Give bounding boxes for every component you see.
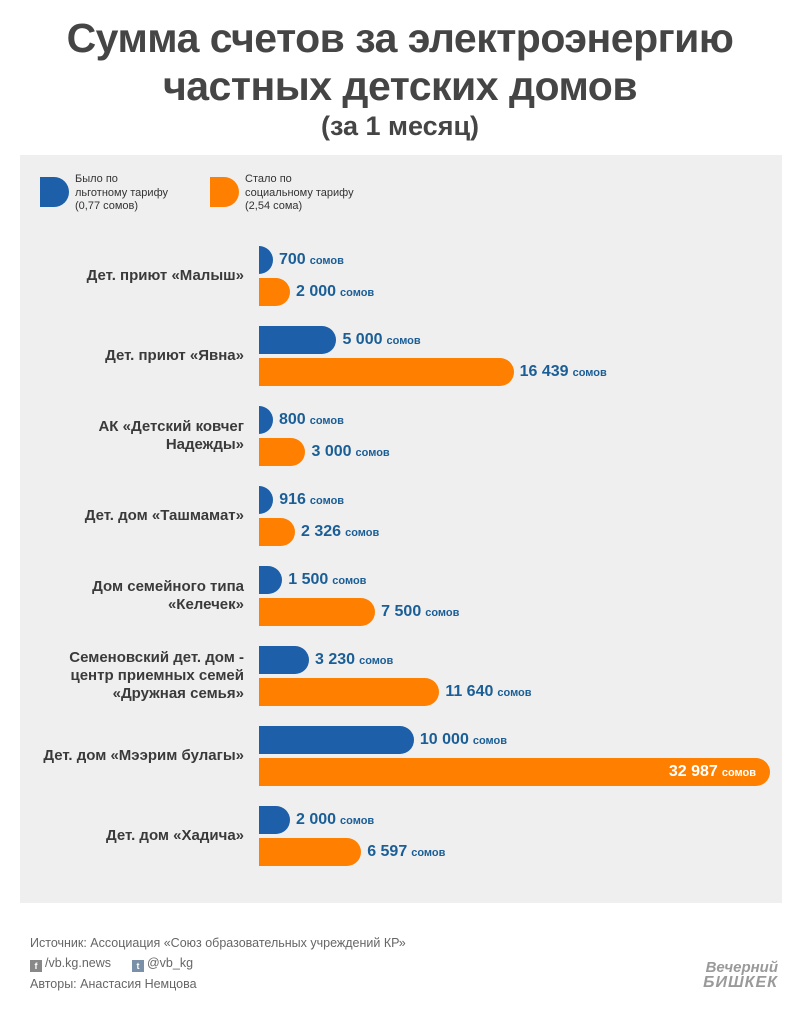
data-label-new: 2 326 сомов	[301, 523, 380, 540]
twitter-icon: t	[131, 960, 144, 972]
bar-old	[259, 326, 337, 354]
social-links: f/vb.kg.news t @vb_kg	[30, 956, 193, 972]
bar-new	[259, 678, 440, 706]
chart-title-line2: частных детских домов	[162, 63, 638, 109]
data-label-old: 5 000 сомов	[342, 331, 421, 348]
data-label-old: 3 230 сомов	[315, 651, 394, 668]
category-label: Дет. дом «Ташмамат»	[84, 506, 244, 524]
bar-old	[259, 646, 310, 674]
bar-new	[259, 438, 306, 466]
bar-old	[259, 246, 273, 274]
vecherniy-bishkek-logo: Вечерний БИШКЕК	[703, 959, 778, 991]
bar-old	[259, 806, 290, 834]
category-label: Дом семейного типа «Келечек»	[92, 577, 244, 613]
data-label-new: 16 439 сомов	[519, 363, 607, 380]
legend-label-new: Стало по социальному тарифу (2,54 сома)	[245, 173, 354, 212]
data-label-old: 700 сомов	[279, 251, 344, 268]
data-label-new: 7 500 сомов	[381, 603, 460, 620]
bar-new	[259, 358, 514, 386]
data-label-old: 2 000 сомов	[295, 811, 375, 828]
legend-swatch-old	[40, 177, 69, 207]
category-label: АК «Детский ковчег Надежды»	[98, 417, 244, 453]
category-label: Дет. дом «Хадича»	[106, 826, 244, 844]
data-label-old: 916 сомов	[279, 491, 345, 508]
bar-new	[259, 518, 296, 546]
data-label-new: 11 640 сомов	[445, 683, 532, 700]
authors-note: Авторы: Анастасия Немцова	[30, 977, 197, 991]
data-label-new: 6 597 сомов	[367, 843, 446, 860]
facebook-link[interactable]: /vb.kg.news	[45, 956, 112, 970]
data-label-new: 3 000 сомов	[311, 443, 390, 460]
bar-new	[259, 278, 290, 306]
data-label-new: 2 000 сомов	[295, 283, 375, 300]
chart-title: Сумма счетов за электроэнергию частных д…	[0, 14, 800, 110]
data-label-old: 800 сомов	[279, 411, 344, 428]
legend-label-old: Было по льготному тарифу (0,77 сомов)	[75, 173, 168, 212]
bar-new	[259, 758, 770, 786]
bar-new	[259, 838, 362, 866]
category-label: Дет. приют «Явна»	[105, 346, 244, 364]
data-label-old: 10 000 сомов	[419, 731, 508, 748]
logo-line2: БИШКЕК	[703, 974, 778, 991]
chart-subtitle: (за 1 месяц)	[320, 111, 480, 141]
chart-title-line1: Сумма счетов за электроэнергию	[66, 15, 734, 61]
bar-new	[259, 598, 376, 626]
bar-old	[259, 726, 414, 754]
source-note: Источник: Ассоциация «Союз образовательн…	[30, 936, 406, 950]
legend-swatch-new	[210, 177, 239, 207]
logo-line1: Вечерний	[705, 959, 778, 976]
data-label-old: 1 500 сомов	[288, 571, 367, 588]
bar-old	[259, 486, 274, 514]
category-label: Семеновский дет. дом - центр приемных се…	[69, 648, 244, 702]
facebook-icon: f	[30, 960, 42, 972]
twitter-link[interactable]: @vb_kg	[146, 956, 194, 970]
category-label: Дет. дом «Мээрим булагы»	[43, 746, 244, 764]
category-label: Дет. приют «Малыш»	[86, 266, 244, 284]
bar-old	[259, 566, 283, 594]
bar-old	[259, 406, 273, 434]
data-label-new: 32 987 сомов	[668, 763, 756, 780]
